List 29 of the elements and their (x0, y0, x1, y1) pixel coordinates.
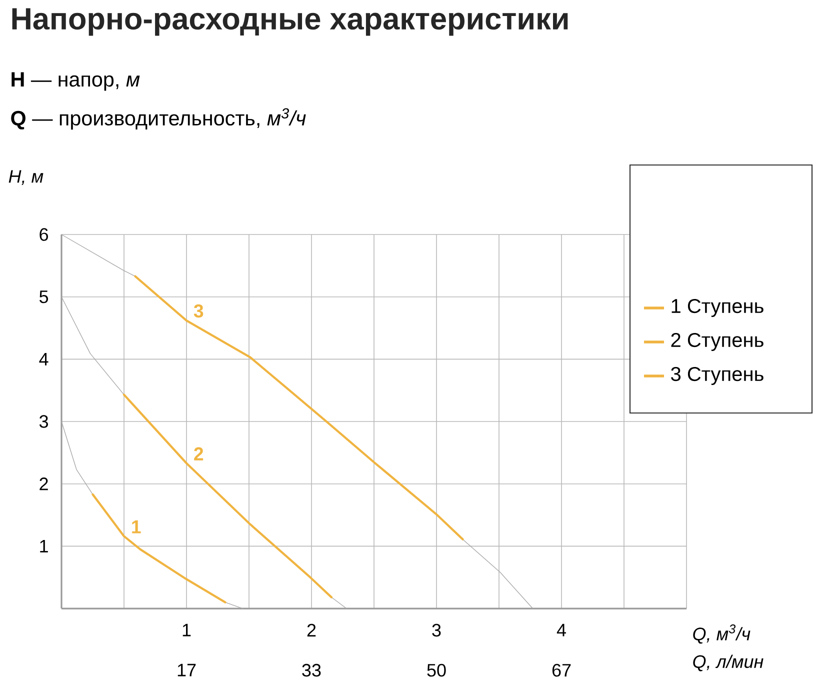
x-tick-label: 2 (307, 624, 316, 636)
legend-label: 3 Ступень (671, 366, 764, 386)
line-series (134, 275, 464, 540)
y-tick-label: 1 (40, 540, 48, 552)
y-tick-label: 3 (39, 415, 48, 428)
chart-title: Напорно-расходные характеристики (12, 8, 568, 36)
legend-label: 2 Ступень (671, 332, 764, 352)
y-tick-label: 4 (39, 352, 48, 366)
x-tick-label: 1 (182, 624, 191, 636)
annotation: 2 (194, 447, 204, 460)
x-tick-label: 3 (432, 624, 441, 637)
y-tick-label: 6 (40, 228, 48, 241)
y-axis-title: H, м (8, 170, 44, 185)
x2-tick-label: 50 (427, 664, 446, 677)
y-tick-label: 5 (39, 290, 48, 304)
chart-subtitle: H — напор, м (12, 72, 140, 91)
x2-tick-label: 67 (552, 664, 571, 677)
annotation: 1 (132, 520, 141, 534)
x2-tick-label: 33 (302, 664, 321, 677)
text: Q — производительность, м$^{3}$/ч (11, 108, 306, 130)
y-tick-label: 2 (40, 478, 48, 490)
annotation: 3 (194, 304, 204, 318)
x2-tick-label: 17 (178, 664, 196, 676)
x2-axis-title: Q, л/мин (693, 654, 764, 672)
x-axis-title: Q, м$^{3}$/ч (693, 624, 750, 644)
legend-label: 1 Ступень (672, 298, 764, 318)
line-series (92, 493, 226, 604)
x-tick-label: 4 (556, 624, 566, 636)
line-series (122, 394, 333, 598)
